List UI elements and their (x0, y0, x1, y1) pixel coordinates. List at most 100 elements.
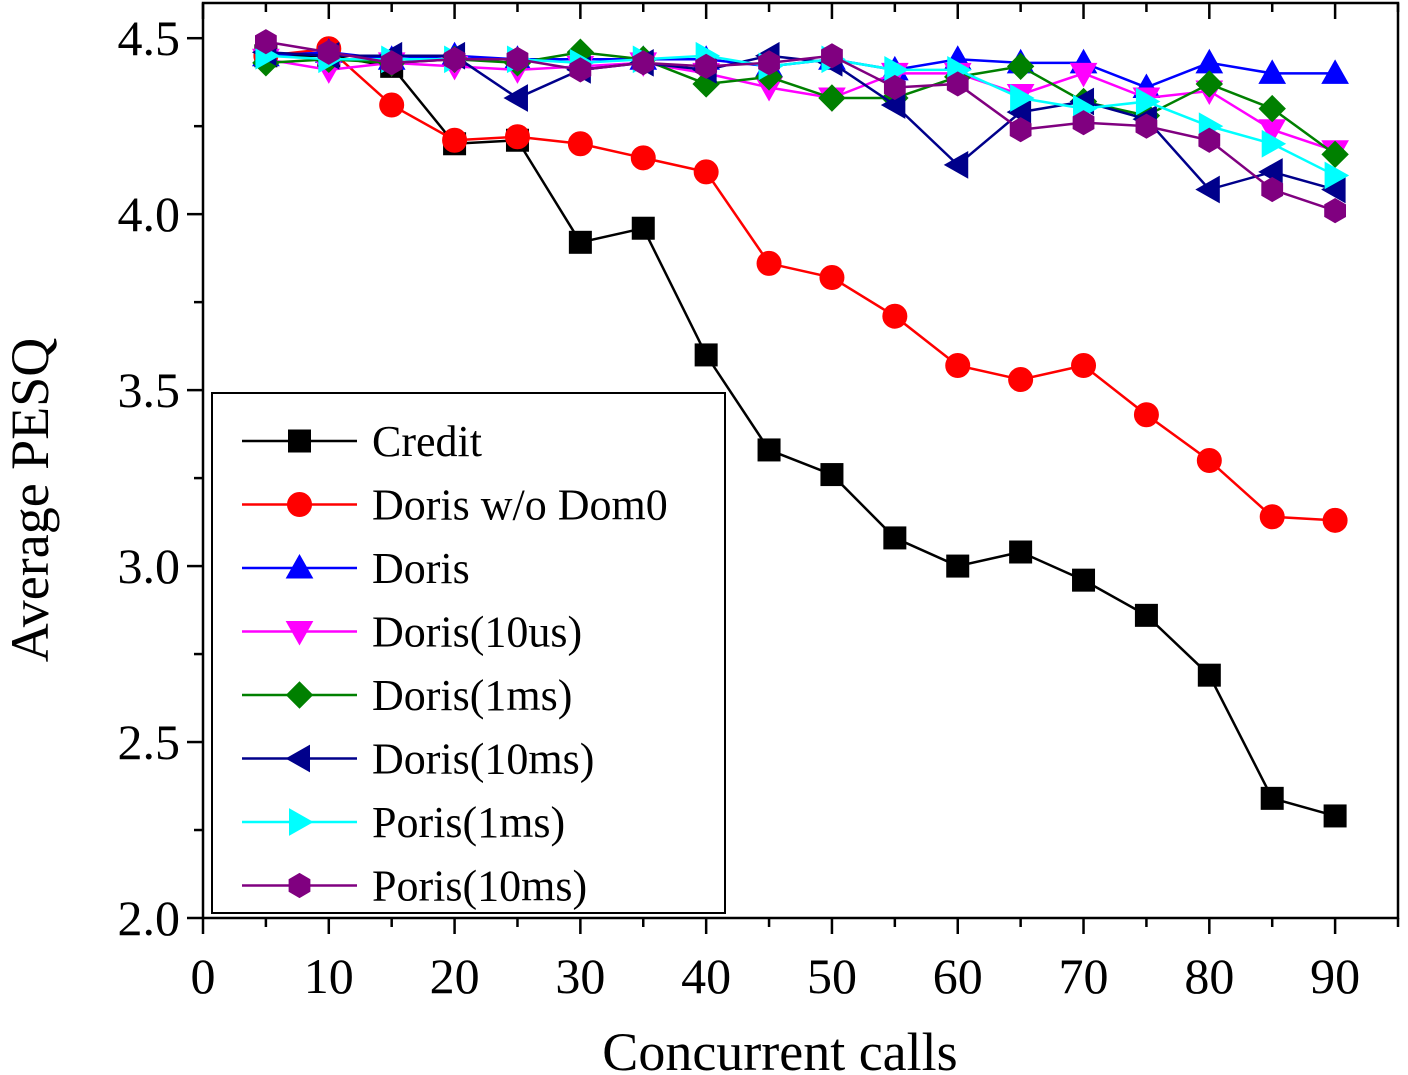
data-point-doris-10us (1069, 62, 1098, 88)
legend-marker (288, 429, 311, 453)
data-point-credit (883, 526, 907, 550)
axis-ticks (187, 3, 1400, 934)
x-tick-label: 80 (1184, 948, 1234, 1004)
data-point-poris-10ms (632, 50, 655, 76)
y-tick-label: 3.0 (118, 538, 181, 594)
tick-labels: 0 10 20 30 40 50 60 70 80 90 2.0 2.5 3.0 3.5 4.0 4.5 (118, 10, 1361, 1004)
data-point-poris-10ms (946, 71, 969, 97)
legend-marker (288, 872, 311, 899)
data-point-doris-w-o-dom0 (945, 352, 971, 378)
y-axis-title: Average PESQ (0, 338, 60, 662)
data-point-credit (946, 554, 970, 578)
data-point-poris-10ms (1324, 198, 1346, 224)
data-point-credit (1260, 786, 1284, 810)
series-line-poris-1ms (265, 54, 1336, 177)
series-line-doris-10ms (265, 51, 1336, 191)
x-tick-label: 70 (1059, 948, 1109, 1004)
y-tick-label: 2.5 (118, 714, 181, 770)
y-tick-label: 2.0 (118, 890, 181, 946)
plot-frame (201, 1, 1400, 920)
series-group (251, 29, 1350, 828)
x-tick-label: 90 (1310, 948, 1360, 1004)
legend-marker (285, 744, 310, 773)
legend-label: Poris(10ms) (372, 862, 587, 911)
data-point-doris-1ms (818, 84, 846, 112)
series-poris-10ms (255, 29, 1346, 224)
data-point-poris-10ms (380, 50, 403, 76)
data-point-poris-10ms (569, 57, 592, 83)
legend-marker (285, 553, 314, 579)
series-credit (254, 44, 1347, 828)
data-point-doris-w-o-dom0 (693, 159, 719, 185)
legend-label: Poris(1ms) (372, 798, 565, 847)
legend-item: Doris(10ms) (242, 735, 594, 784)
legend-item: Doris(1ms) (242, 671, 572, 720)
data-point-poris-10ms (758, 50, 780, 76)
data-point-poris-10ms (1009, 117, 1032, 143)
data-point-doris-w-o-dom0 (630, 145, 656, 171)
data-point-poris-10ms (255, 29, 277, 55)
legend-label: Doris(10us) (372, 608, 582, 657)
legend-label: Doris(1ms) (372, 671, 572, 720)
data-point-credit (1197, 663, 1221, 687)
data-point-poris-10ms (443, 46, 466, 72)
series-line-doris (265, 51, 1336, 89)
legend: Credit Doris w/o Dom0 Doris Doris(10us) Dori… (211, 392, 726, 914)
legend-marker (287, 492, 312, 517)
x-tick-label: 0 (191, 948, 216, 1004)
data-point-poris-10ms (1198, 127, 1221, 153)
x-tick-label: 20 (430, 948, 480, 1004)
data-point-poris-10ms (1135, 113, 1158, 139)
data-point-credit (757, 438, 781, 462)
data-point-doris-1ms (1195, 70, 1224, 98)
data-point-doris (1258, 59, 1287, 84)
y-tick-label: 3.5 (118, 362, 181, 418)
data-point-doris-w-o-dom0 (756, 250, 782, 276)
legend-item: Credit (242, 417, 482, 466)
data-point-doris-w-o-dom0 (1196, 448, 1222, 473)
data-point-doris-w-o-dom0 (1133, 402, 1159, 428)
x-axis-title: Concurrent calls (602, 1022, 957, 1075)
legend-item: Poris(1ms) (242, 798, 565, 847)
data-point-doris-10ms (503, 84, 528, 112)
data-point-doris (1321, 59, 1349, 84)
data-point-doris-1ms (1006, 52, 1035, 81)
data-point-poris-10ms (1261, 176, 1284, 203)
legend-marker (289, 808, 314, 836)
data-point-poris-1ms (1324, 161, 1350, 190)
data-point-doris-w-o-dom0 (504, 124, 530, 150)
x-tick-label: 30 (555, 948, 605, 1004)
data-point-credit (1134, 603, 1158, 627)
data-point-credit (694, 343, 718, 367)
series-line-doris-1ms (265, 51, 1336, 156)
data-point-credit (1323, 804, 1347, 828)
data-point-doris-w-o-dom0 (567, 131, 593, 157)
series-line-doris-10us (265, 58, 1336, 152)
legend-label: Doris(10ms) (372, 735, 594, 784)
x-tick-label: 50 (807, 948, 857, 1004)
data-point-poris-10ms (506, 46, 529, 72)
data-point-poris-10ms (317, 39, 340, 65)
legend-marker (285, 681, 314, 709)
legend-item: Doris(10us) (242, 608, 582, 657)
legend-item: Doris (242, 544, 470, 593)
data-point-doris-w-o-dom0 (1259, 504, 1285, 530)
data-point-credit (568, 230, 592, 254)
y-tick-label: 4.5 (118, 10, 181, 66)
data-point-poris-10ms (821, 43, 843, 69)
series-doris-10us (252, 48, 1349, 165)
data-point-poris-1ms (1135, 87, 1161, 116)
data-point-poris-1ms (1261, 129, 1287, 158)
data-point-doris-10ms (943, 151, 969, 179)
legend-label: Doris (372, 544, 470, 593)
data-point-doris-w-o-dom0 (442, 127, 468, 153)
y-tick-label: 4.0 (118, 186, 181, 242)
data-point-doris-w-o-dom0 (819, 265, 845, 290)
data-point-doris-w-o-dom0 (882, 303, 908, 329)
series-doris-w-o-dom0 (253, 36, 1348, 533)
data-point-doris-10ms (1195, 175, 1220, 204)
data-point-credit (1009, 540, 1033, 564)
x-tick-label: 10 (304, 948, 354, 1004)
data-point-credit (631, 216, 655, 240)
